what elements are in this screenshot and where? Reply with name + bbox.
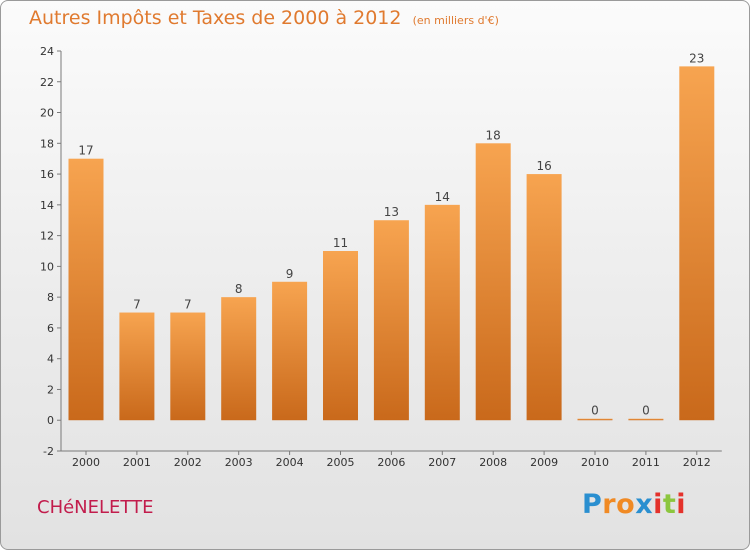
bar-2003 <box>221 297 257 421</box>
bar-2010 <box>577 418 613 421</box>
y-tick-label: 2 <box>47 383 54 396</box>
data-label-2011: 0 <box>642 404 650 418</box>
x-tick-label: 2011 <box>632 456 660 469</box>
x-tick-label: 2008 <box>479 456 507 469</box>
x-tick-label: 2007 <box>428 456 456 469</box>
bar-2012 <box>679 66 715 421</box>
x-tick-label: 2000 <box>72 456 100 469</box>
bar-2007 <box>424 204 460 421</box>
data-label-2001: 7 <box>133 298 141 312</box>
data-label-2003: 8 <box>235 282 243 296</box>
logo-letter: t <box>662 489 677 520</box>
y-tick-label: 20 <box>40 107 54 120</box>
x-tick-label: 2010 <box>581 456 609 469</box>
data-label-2009: 16 <box>536 159 551 173</box>
bar-2011 <box>628 418 664 421</box>
commune-name: CHéNELETTE <box>37 497 154 518</box>
data-label-2007: 14 <box>435 190 450 204</box>
y-tick-label: 0 <box>47 414 54 427</box>
logo-letter: P <box>582 489 603 520</box>
bar-2005 <box>323 251 358 421</box>
chart-title-unit: (en milliers d'€) <box>412 14 499 27</box>
data-label-2005: 11 <box>333 236 348 250</box>
y-tick-label: 22 <box>40 76 54 89</box>
y-tick-label: -2 <box>43 445 54 458</box>
y-tick-label: 24 <box>40 45 54 58</box>
logo-letter: i <box>676 489 687 520</box>
x-tick-label: 2004 <box>276 456 304 469</box>
x-tick-label: 2009 <box>530 456 558 469</box>
y-tick-label: 14 <box>40 199 54 212</box>
chart-title: Autres Impôts et Taxes de 2000 à 2012 (e… <box>29 7 499 29</box>
data-label-2006: 13 <box>384 205 399 219</box>
logo-letter: i <box>653 489 663 520</box>
bar-2001 <box>119 312 155 421</box>
y-tick-label: 16 <box>40 168 54 181</box>
y-tick-label: 18 <box>40 137 54 150</box>
x-tick-label: 2001 <box>123 456 151 469</box>
x-tick-label: 2002 <box>174 456 202 469</box>
logo-letter: o <box>616 489 636 520</box>
data-label-2010: 0 <box>591 404 599 418</box>
logo-letter: x <box>635 489 654 520</box>
y-tick-label: 6 <box>47 322 54 335</box>
bar-2006 <box>373 220 409 421</box>
x-tick-label: 2005 <box>327 456 355 469</box>
data-label-2000: 17 <box>78 144 93 158</box>
y-tick-label: 12 <box>40 230 54 243</box>
data-label-2004: 9 <box>286 267 294 281</box>
data-label-2002: 7 <box>184 298 192 312</box>
y-tick-label: 4 <box>47 353 54 366</box>
x-tick-label: 2012 <box>683 456 711 469</box>
data-label-2012: 23 <box>689 51 704 65</box>
x-tick-label: 2006 <box>377 456 405 469</box>
data-label-2008: 18 <box>486 128 501 142</box>
bar-2009 <box>526 174 562 421</box>
y-tick-label: 8 <box>47 291 54 304</box>
chart-title-text: Autres Impôts et Taxes de 2000 à 2012 <box>29 7 402 29</box>
bar-2004 <box>272 281 308 421</box>
bar-2008 <box>475 143 511 421</box>
logo-letter: r <box>602 489 617 520</box>
x-tick-label: 2003 <box>225 456 253 469</box>
bar-2002 <box>170 312 206 421</box>
y-tick-label: 10 <box>40 260 54 273</box>
proxiti-logo[interactable]: Proxiti <box>582 489 686 520</box>
bar-2000 <box>68 158 104 421</box>
